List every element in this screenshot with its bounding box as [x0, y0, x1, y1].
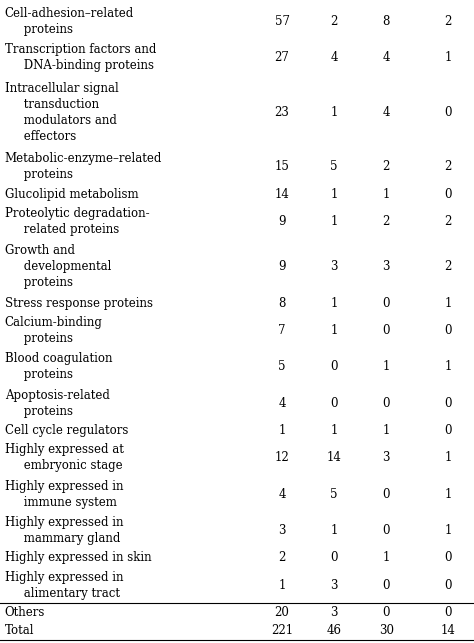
Text: 1: 1 [383, 188, 390, 201]
Text: 221: 221 [271, 624, 293, 637]
Text: Apoptosis-related
     proteins: Apoptosis-related proteins [5, 389, 109, 418]
Text: 2: 2 [444, 15, 452, 28]
Text: Proteolytic degradation-
     related proteins: Proteolytic degradation- related protein… [5, 207, 149, 236]
Text: Highly expressed in
     immune system: Highly expressed in immune system [5, 480, 123, 509]
Text: 0: 0 [444, 579, 452, 592]
Text: 5: 5 [330, 488, 338, 501]
Text: 30: 30 [379, 624, 394, 637]
Text: 1: 1 [444, 524, 452, 537]
Text: Transcription factors and
     DNA-binding proteins: Transcription factors and DNA-binding pr… [5, 43, 156, 72]
Text: Others: Others [5, 606, 45, 619]
Text: 1: 1 [278, 579, 286, 592]
Text: 4: 4 [278, 397, 286, 410]
Text: 0: 0 [444, 106, 452, 119]
Text: 1: 1 [330, 106, 338, 119]
Text: 3: 3 [330, 606, 338, 619]
Text: 3: 3 [383, 260, 390, 273]
Text: 5: 5 [330, 160, 338, 174]
Text: 1: 1 [330, 215, 338, 228]
Text: Metabolic-enzyme–related
     proteins: Metabolic-enzyme–related proteins [5, 152, 162, 181]
Text: Cell cycle regulators: Cell cycle regulators [5, 424, 128, 437]
Text: 57: 57 [274, 15, 290, 28]
Text: 9: 9 [278, 260, 286, 273]
Text: 3: 3 [383, 451, 390, 464]
Text: 1: 1 [383, 424, 390, 437]
Text: 0: 0 [444, 397, 452, 410]
Text: 14: 14 [440, 624, 456, 637]
Text: 2: 2 [444, 215, 452, 228]
Text: 1: 1 [444, 297, 452, 310]
Text: Highly expressed in skin: Highly expressed in skin [5, 552, 151, 565]
Text: 0: 0 [383, 488, 390, 501]
Text: 0: 0 [383, 397, 390, 410]
Text: 1: 1 [278, 424, 286, 437]
Text: Stress response proteins: Stress response proteins [5, 297, 153, 310]
Text: 2: 2 [330, 15, 338, 28]
Text: 2: 2 [444, 160, 452, 174]
Text: Cell-adhesion–related
     proteins: Cell-adhesion–related proteins [5, 7, 134, 36]
Text: 0: 0 [444, 324, 452, 337]
Text: Highly expressed in
     alimentary tract: Highly expressed in alimentary tract [5, 571, 123, 600]
Text: 1: 1 [330, 324, 338, 337]
Text: 0: 0 [444, 606, 452, 619]
Text: 0: 0 [330, 397, 338, 410]
Text: 8: 8 [278, 297, 286, 310]
Text: 1: 1 [330, 524, 338, 537]
Text: 2: 2 [383, 160, 390, 174]
Text: 14: 14 [327, 451, 342, 464]
Text: 1: 1 [330, 297, 338, 310]
Text: 0: 0 [383, 579, 390, 592]
Text: 0: 0 [383, 606, 390, 619]
Text: Intracellular signal
     transduction
     modulators and
     effectors: Intracellular signal transduction modula… [5, 82, 118, 143]
Text: Glucolipid metabolism: Glucolipid metabolism [5, 188, 138, 201]
Text: Calcium-binding
     proteins: Calcium-binding proteins [5, 316, 102, 345]
Text: 1: 1 [444, 361, 452, 374]
Text: 0: 0 [444, 424, 452, 437]
Text: Total: Total [5, 624, 34, 637]
Text: 3: 3 [278, 524, 286, 537]
Text: 4: 4 [383, 51, 390, 64]
Text: 5: 5 [278, 361, 286, 374]
Text: 1: 1 [444, 488, 452, 501]
Text: 0: 0 [444, 552, 452, 565]
Text: 1: 1 [444, 51, 452, 64]
Text: Highly expressed in
     mammary gland: Highly expressed in mammary gland [5, 516, 123, 545]
Text: Blood coagulation
     proteins: Blood coagulation proteins [5, 352, 112, 381]
Text: 0: 0 [330, 361, 338, 374]
Text: 0: 0 [383, 297, 390, 310]
Text: 1: 1 [330, 424, 338, 437]
Text: Growth and
     developmental
     proteins: Growth and developmental proteins [5, 244, 111, 289]
Text: 27: 27 [274, 51, 290, 64]
Text: 0: 0 [383, 524, 390, 537]
Text: 9: 9 [278, 215, 286, 228]
Text: 20: 20 [274, 606, 290, 619]
Text: 2: 2 [383, 215, 390, 228]
Text: 7: 7 [278, 324, 286, 337]
Text: 12: 12 [274, 451, 290, 464]
Text: 15: 15 [274, 160, 290, 174]
Text: 0: 0 [330, 552, 338, 565]
Text: 4: 4 [383, 106, 390, 119]
Text: 0: 0 [383, 324, 390, 337]
Text: 23: 23 [274, 106, 290, 119]
Text: 3: 3 [330, 260, 338, 273]
Text: 8: 8 [383, 15, 390, 28]
Text: Highly expressed at
     embryonic stage: Highly expressed at embryonic stage [5, 444, 124, 473]
Text: 0: 0 [444, 188, 452, 201]
Text: 4: 4 [330, 51, 338, 64]
Text: 2: 2 [278, 552, 286, 565]
Text: 1: 1 [330, 188, 338, 201]
Text: 14: 14 [274, 188, 290, 201]
Text: 46: 46 [327, 624, 342, 637]
Text: 1: 1 [383, 552, 390, 565]
Text: 4: 4 [278, 488, 286, 501]
Text: 1: 1 [383, 361, 390, 374]
Text: 3: 3 [330, 579, 338, 592]
Text: 1: 1 [444, 451, 452, 464]
Text: 2: 2 [444, 260, 452, 273]
